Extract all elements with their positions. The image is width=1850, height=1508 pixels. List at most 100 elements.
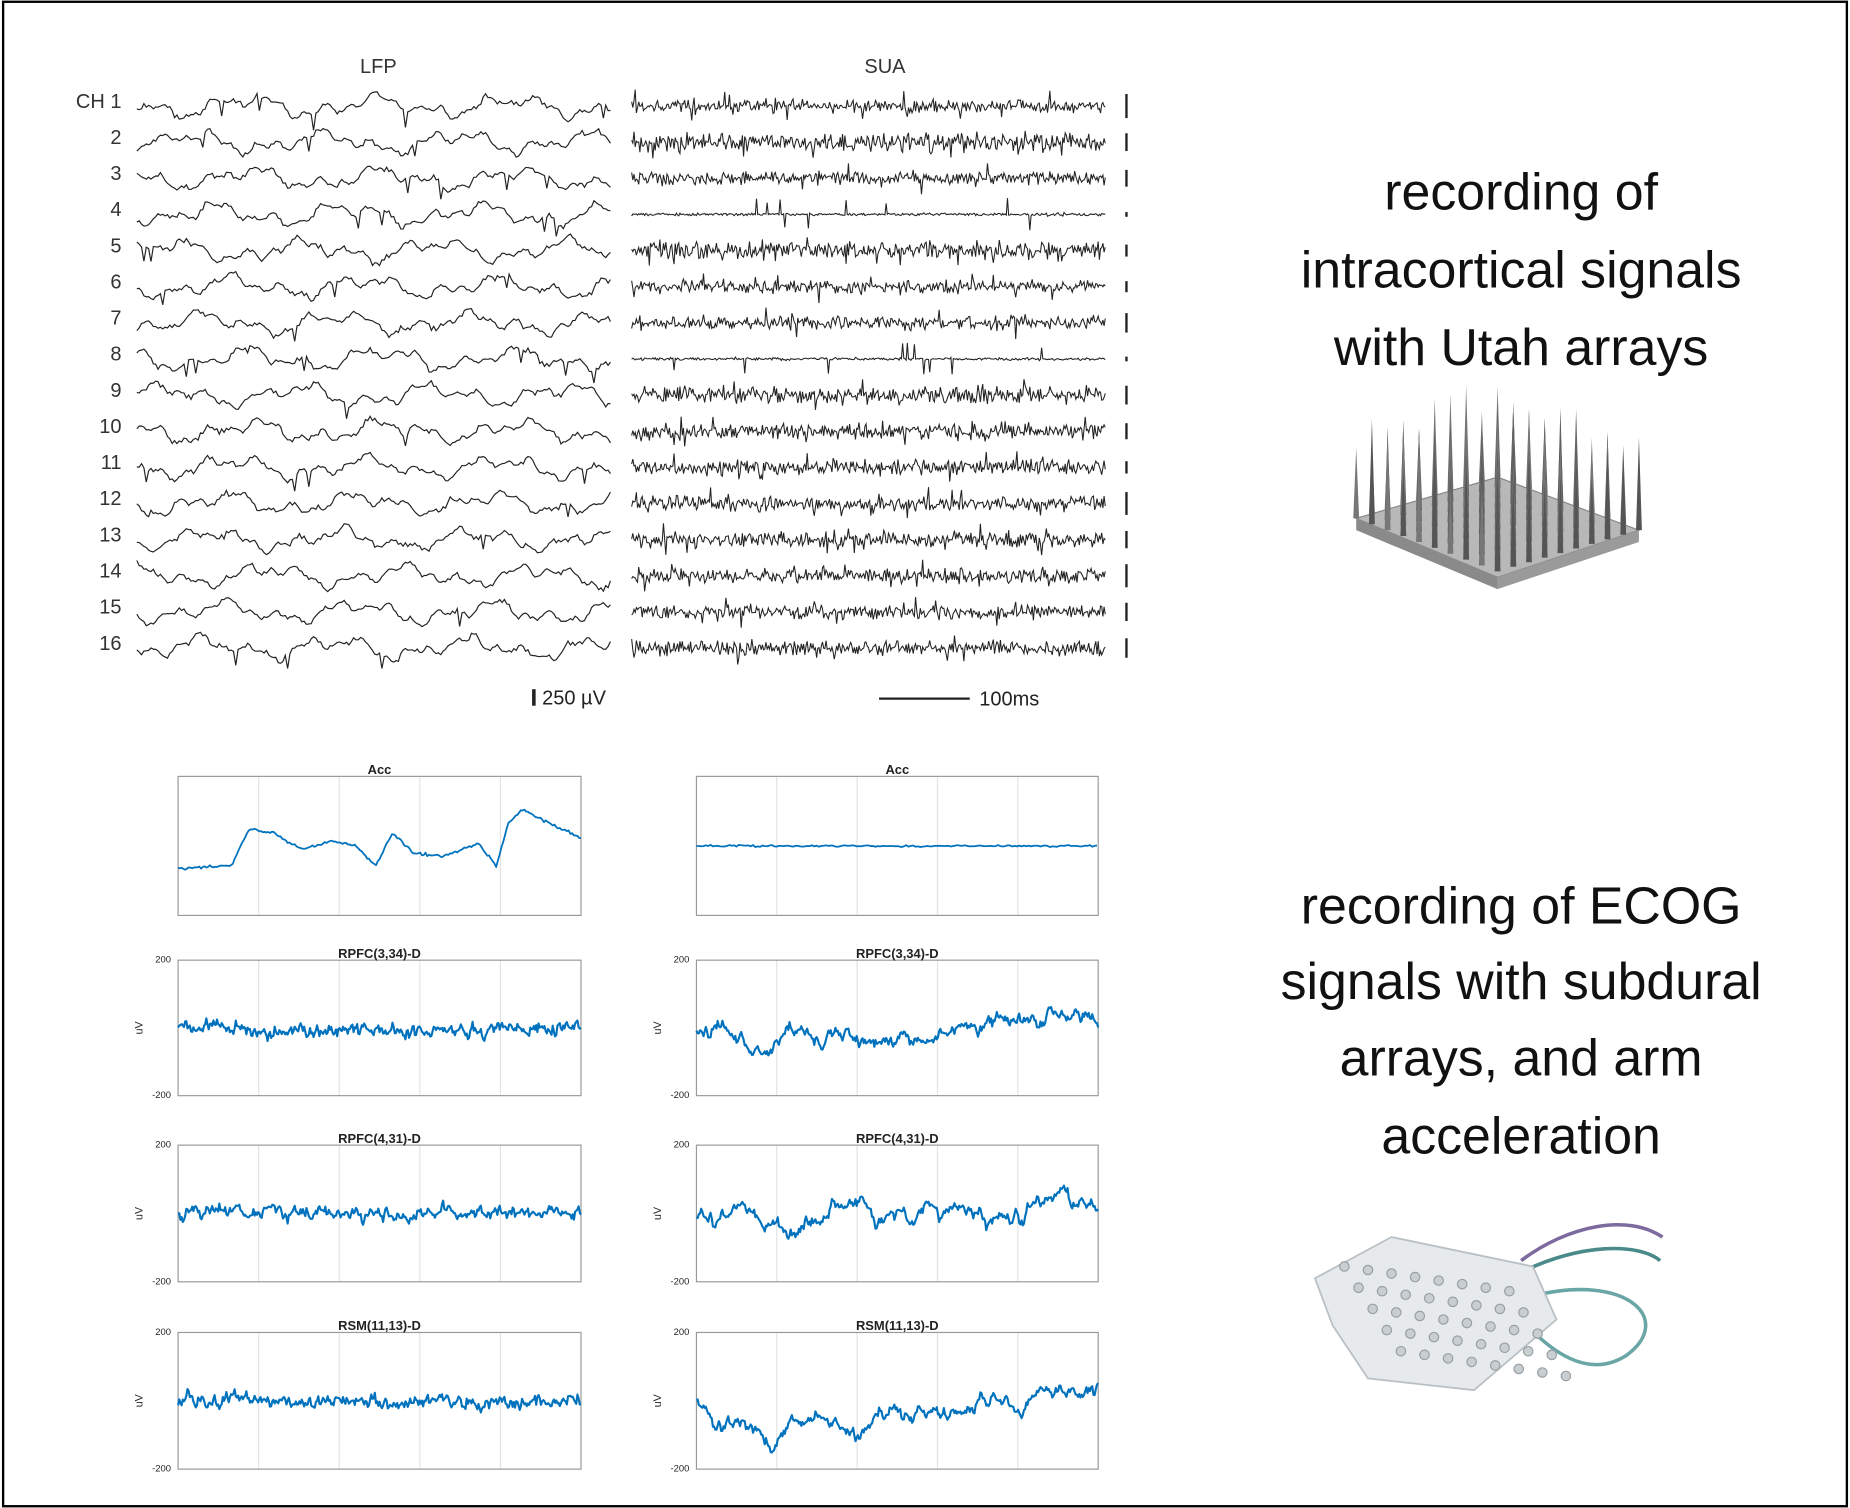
y-axis-label: uV (652, 1021, 664, 1035)
contact (1438, 1314, 1449, 1325)
lfp-title: LFP (360, 56, 397, 78)
contact (1409, 1271, 1421, 1283)
contact (1339, 1261, 1350, 1272)
sua-title: SUA (864, 56, 906, 78)
y-tick-label: -200 (671, 1089, 690, 1100)
contact (1485, 1321, 1496, 1332)
time-scale-label: 100ms (979, 689, 1039, 711)
contact (1508, 1324, 1520, 1336)
y-tick-label: 200 (674, 1139, 690, 1150)
channel-label: 2 (110, 127, 121, 149)
ecog-plot: RSM(11,13)-D 200 -200 uV (652, 1318, 1099, 1474)
electrode (1400, 469, 1407, 537)
channel-label: 4 (110, 199, 121, 221)
y-axis-label: uV (652, 1393, 664, 1407)
plot-title: RPFC(3,34)-D (338, 946, 421, 961)
sua-trace (631, 198, 1106, 231)
sua-trace (631, 635, 1106, 665)
contact (1447, 1296, 1459, 1308)
channel-label: 8 (110, 344, 121, 366)
electrode (1635, 437, 1642, 531)
voltage-scale-label: 250 µV (542, 688, 606, 710)
array-base-side (1497, 530, 1639, 590)
contact (1466, 1356, 1477, 1368)
sua-trace (631, 523, 1106, 556)
electrode (1416, 438, 1422, 542)
channel-label: 13 (99, 524, 121, 546)
sua-trace (631, 237, 1106, 266)
contact (1546, 1349, 1558, 1361)
y-tick-label: 200 (674, 954, 690, 965)
lfp-trace (136, 523, 611, 556)
caption-line: arrays, and arm (1340, 1029, 1703, 1087)
channel-label: 9 (110, 380, 121, 402)
contact (1433, 1275, 1444, 1286)
y-tick-label: -200 (152, 1463, 171, 1474)
electrode (1353, 447, 1360, 519)
ecog-plot: Acc (695, 762, 1099, 916)
channel-label: 15 (99, 597, 121, 619)
contact (1504, 1285, 1515, 1297)
channel-label: 5 (110, 235, 121, 257)
contact (1400, 1289, 1411, 1301)
electrode (1478, 480, 1485, 566)
lfp-trace (136, 91, 611, 131)
traces: CH 1 2 3 4 5 6 7 8 9 10 11 12 13 14 15 16 Acc RPFC(3,34)-… (76, 89, 1664, 1474)
contact (1471, 1300, 1482, 1311)
array-base-side (1356, 518, 1498, 590)
sua-trace (631, 130, 1106, 159)
lead-wire (1520, 1246, 1662, 1274)
y-tick-label: -200 (152, 1275, 171, 1286)
electrode (1510, 475, 1517, 567)
sua-trace (631, 416, 1106, 447)
contact (1532, 1328, 1543, 1339)
sua-trace (631, 342, 1106, 375)
plot-box (695, 1331, 1099, 1470)
contact (1494, 1303, 1506, 1315)
contact (1480, 1282, 1492, 1293)
plot-box (695, 959, 1099, 1097)
lfp-trace (136, 379, 611, 419)
lfp-trace (136, 631, 611, 669)
channel-label: 6 (110, 271, 121, 293)
ecog-trace (177, 1199, 582, 1226)
ecog-plot: RPFC(4,31)-D 200 -200 uV (134, 1131, 582, 1286)
lfp-trace (136, 308, 611, 342)
plot-title: Acc (885, 762, 909, 777)
sua-trace (631, 487, 1106, 519)
lead-wire (1520, 1223, 1664, 1263)
ecog-plot: RPFC(3,34)-D 200 -200 uV (134, 946, 582, 1100)
plot-box (177, 775, 582, 916)
contact (1367, 1303, 1378, 1315)
plot-title: RSM(11,13)-D (338, 1318, 421, 1333)
lfp-trace (136, 199, 611, 237)
electrode (1588, 477, 1595, 544)
sua-trace (631, 559, 1106, 592)
electrode (1604, 448, 1611, 540)
lfp-trace (136, 165, 611, 200)
sua-trace (631, 379, 1106, 410)
electrode (1541, 482, 1548, 558)
contact (1452, 1335, 1463, 1347)
contact (1489, 1360, 1501, 1371)
channel-label: 10 (99, 416, 121, 438)
lfp-trace (136, 233, 611, 267)
contact (1395, 1346, 1407, 1357)
electrode (1526, 483, 1532, 563)
electrode (1463, 455, 1470, 560)
captions: recording of intracortical signals with Ut… (1281, 163, 1762, 1165)
lfp-trace (136, 489, 611, 518)
y-tick-label: 200 (155, 1326, 171, 1337)
contact (1428, 1331, 1440, 1343)
ecog-trace (177, 1017, 582, 1043)
contact (1362, 1264, 1374, 1276)
grid-sheet (1313, 1236, 1558, 1392)
electrode (1431, 449, 1438, 548)
caption-line: intracortical signals (1301, 240, 1742, 298)
lfp-trace (136, 597, 611, 628)
channel-label: 16 (99, 633, 121, 655)
y-axis-label: uV (652, 1206, 664, 1220)
lead-wire (1531, 1287, 1648, 1367)
